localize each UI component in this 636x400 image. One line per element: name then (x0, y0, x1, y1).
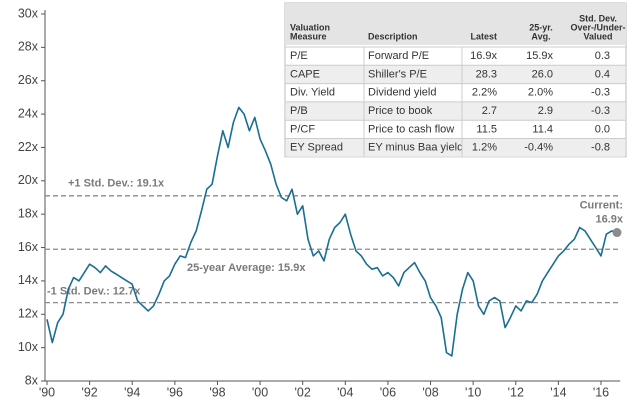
x-tick-label: '96 (167, 385, 183, 399)
x-tick-label: '16 (593, 385, 609, 399)
table-cell: 2.7 (482, 105, 497, 117)
table-cell: 1.2% (472, 142, 497, 154)
table-row-bg (286, 138, 625, 157)
table-cell: 11.4 (532, 123, 553, 135)
y-tick-label: 28x (18, 40, 39, 54)
table-cell: 2.2% (472, 87, 497, 99)
x-tick-label: '00 (252, 385, 268, 399)
table-cell: -0.4% (524, 142, 553, 154)
current-label: Current: (580, 199, 623, 211)
table-cell: 0.0 (595, 123, 610, 135)
x-tick-label: '14 (550, 385, 566, 399)
y-tick-label: 30x (18, 6, 39, 20)
table-cell: P/CF (290, 123, 315, 135)
x-tick-label: '02 (295, 385, 311, 399)
y-tick-label: 12x (18, 307, 39, 321)
table-cell: -0.3 (591, 87, 610, 99)
table-row-bg (286, 65, 625, 84)
table-cell: -0.3 (591, 105, 610, 117)
y-tick-label: 16x (18, 240, 39, 254)
table-cell: 11.5 (476, 123, 497, 135)
table-header: Valuation (290, 22, 330, 32)
table-header: Latest (470, 31, 497, 41)
x-tick-label: '04 (337, 385, 353, 399)
table-cell: 28.3 (476, 68, 497, 80)
table-cell: 0.4 (595, 68, 610, 80)
table-cell: Div. Yield (290, 87, 335, 99)
table-header: Avg. (531, 31, 550, 41)
x-tick-label: '92 (81, 385, 97, 399)
table-cell: 2.0% (528, 87, 553, 99)
line (46, 106, 618, 357)
table-cell: Price to cash flow (368, 123, 454, 135)
table-cell: P/B (290, 105, 308, 117)
table-header-bg (285, 3, 626, 45)
x-tick-label: '08 (422, 385, 438, 399)
table-cell: CAPE (290, 68, 320, 80)
x-tick-label: '94 (124, 385, 140, 399)
table-cell: 15.9x (526, 50, 553, 62)
reference-label: 25-year Average: 15.9x (187, 262, 306, 274)
x-tick-label: '10 (465, 385, 481, 399)
table-cell: Shiller's P/E (368, 68, 427, 80)
table-header: 25-yr. (529, 22, 553, 32)
table-cell: 0.3 (595, 50, 610, 62)
table-cell: EY minus Baa yield (368, 142, 463, 154)
y-tick-label: 14x (18, 273, 39, 287)
table-cell: -0.8 (591, 142, 610, 154)
table-cell: Forward P/E (368, 50, 429, 62)
table-cell: Price to book (368, 105, 433, 117)
y-tick-label: 8x (25, 373, 39, 387)
current-label: 16.9x (595, 213, 623, 225)
table-cell: 26.0 (532, 68, 553, 80)
y-tick-label: 26x (18, 73, 39, 87)
y-tick-label: 20x (18, 173, 39, 187)
table-cell: 16.9x (470, 50, 497, 62)
y-tick-label: 22x (18, 140, 39, 154)
table-cell: P/E (290, 50, 308, 62)
x-tick-label: '12 (508, 385, 524, 399)
table-cell: EY Spread (290, 142, 343, 154)
table-row-bg (286, 101, 625, 121)
current-point (612, 228, 622, 238)
y-tick-label: 18x (18, 206, 39, 220)
table-header: Valued (583, 31, 612, 41)
x-tick-label: '90 (39, 385, 55, 399)
table-cell: 2.9 (538, 105, 553, 117)
x-tick-label: '06 (380, 385, 396, 399)
table-header: Over-/Under- (570, 22, 625, 32)
table-header: Description (368, 31, 418, 41)
reference-label: +1 Std. Dev.: 19.1x (68, 178, 165, 190)
table-header: Measure (290, 31, 327, 41)
table-header: Std. Dev. (579, 13, 617, 23)
reference-label: -1 Std. Dev.: 12.7x (47, 286, 141, 298)
y-tick-label: 24x (18, 106, 39, 120)
table-cell: Dividend yield (368, 87, 436, 99)
x-tick-label: '98 (209, 385, 225, 399)
y-tick-label: 10x (18, 340, 39, 354)
